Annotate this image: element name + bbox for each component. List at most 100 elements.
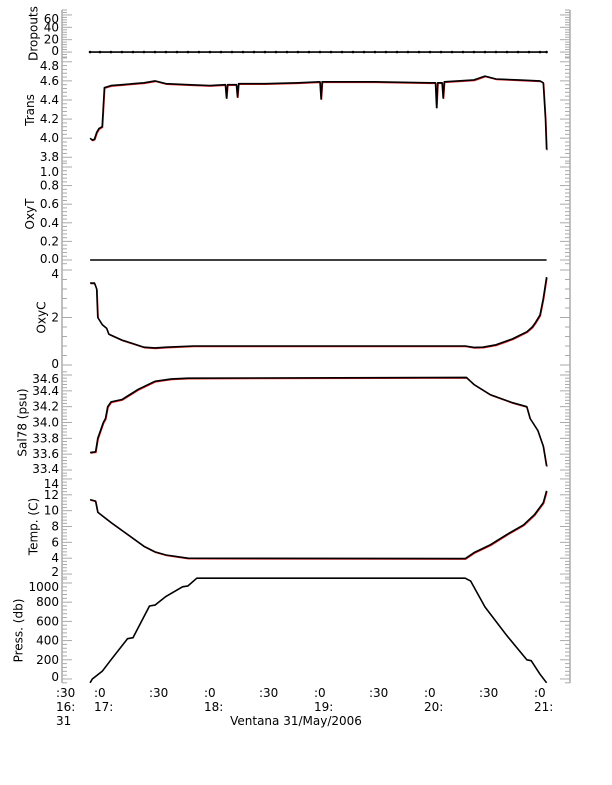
data-point [318, 50, 322, 54]
y-tick-label: 1000 [28, 580, 59, 594]
data-point [538, 50, 542, 54]
y-tick-label: 800 [36, 595, 59, 609]
y-tick-label: 0.2 [40, 234, 59, 248]
y-tick-label: 10 [44, 504, 59, 518]
y-tick-label: 3.8 [40, 150, 59, 164]
x-tick-label: 16: [56, 700, 75, 714]
x-tick-label: 20: [424, 700, 443, 714]
y-tick-label: 200 [36, 653, 59, 667]
y-tick-label: 14 [44, 477, 59, 491]
y-tick-label: 4.6 [40, 74, 59, 88]
x-tick-label: :0 [424, 686, 436, 700]
y-tick-label: 600 [36, 614, 59, 628]
y-axis-title-sal78: Sal78 (psu) [15, 388, 29, 456]
y-tick-label: 20 [44, 33, 59, 47]
y-tick-label: 2 [51, 565, 59, 579]
y-tick-label: 2 [51, 311, 59, 325]
y-axis-title-dropouts: Dropouts [27, 6, 41, 61]
data-point [153, 50, 157, 54]
data-point [428, 50, 432, 54]
data-point [164, 50, 168, 54]
y-tick-label: 0 [51, 670, 59, 684]
x-tick-label: 18: [204, 700, 223, 714]
data-point [98, 50, 102, 54]
data-point [483, 50, 487, 54]
data-point [285, 50, 289, 54]
data-point [208, 50, 212, 54]
raw-data-line-sal78 [90, 377, 548, 467]
y-tick-label: 6 [51, 535, 59, 549]
data-point [230, 50, 234, 54]
data-point [417, 50, 421, 54]
data-point [296, 50, 300, 54]
data-point [351, 50, 355, 54]
data-point [88, 50, 92, 54]
data-point [219, 50, 223, 54]
y-tick-label: 60 [44, 12, 59, 26]
y-tick-label: 0.0 [40, 252, 59, 266]
data-point [362, 50, 366, 54]
data-line-trans [89, 75, 548, 150]
data-point [494, 50, 498, 54]
y-tick-label: 8 [51, 520, 59, 534]
y-axis-title-oxyc: OxyC [34, 301, 48, 333]
raw-data-line-temp [90, 491, 548, 560]
y-tick-label: 0.4 [40, 216, 59, 230]
x-tick-label: 31 [56, 714, 71, 728]
x-axis-title: Ventana 31/May/2006 [230, 714, 362, 728]
x-tick-label: 21: [534, 700, 553, 714]
data-point [384, 50, 388, 54]
data-point [263, 50, 267, 54]
x-tick-label: :30 [369, 686, 388, 700]
y-tick-label: 1.0 [40, 165, 59, 179]
y-axis-title-press: Press. (db) [11, 599, 25, 663]
data-point [329, 50, 333, 54]
y-tick-label: 33.4 [32, 462, 59, 476]
raw-data-line-oxyc [90, 277, 548, 350]
x-tick-label: 17: [94, 700, 113, 714]
data-point [252, 50, 256, 54]
y-tick-label: 4.2 [40, 112, 59, 126]
data-point [450, 50, 454, 54]
data-point [527, 50, 531, 54]
y-axis-title-temp: Temp. (C) [27, 498, 41, 556]
data-point [274, 50, 278, 54]
y-tick-label: 400 [36, 634, 59, 648]
y-tick-label: 4.8 [40, 59, 59, 73]
data-point [545, 50, 548, 54]
y-tick-label: 12 [44, 488, 59, 502]
data-point [175, 50, 179, 54]
y-tick-label: 40 [44, 20, 59, 34]
y-tick-label: 4 [51, 551, 59, 565]
data-point [340, 50, 344, 54]
data-point [406, 50, 410, 54]
data-point [197, 50, 201, 54]
y-axis-title-trans: Trans [23, 94, 37, 127]
data-point [505, 50, 509, 54]
data-point [439, 50, 443, 54]
x-tick-label: :0 [314, 686, 326, 700]
x-tick-label: :30 [259, 686, 278, 700]
x-tick-label: :30 [479, 686, 498, 700]
y-tick-label: 34.4 [32, 384, 59, 398]
y-tick-label: 4.4 [40, 93, 59, 107]
y-tick-label: 33.6 [32, 447, 59, 461]
data-line-sal78 [89, 376, 548, 467]
data-line-press [89, 577, 548, 684]
x-tick-label: :0 [94, 686, 106, 700]
y-tick-label: 0 [51, 44, 59, 58]
x-tick-label: :0 [204, 686, 216, 700]
data-point [131, 50, 135, 54]
data-point [142, 50, 146, 54]
data-point [472, 50, 476, 54]
y-tick-label: 34.6 [32, 372, 59, 386]
data-point [373, 50, 377, 54]
data-point [461, 50, 465, 54]
raw-data-line-trans [90, 76, 548, 151]
data-point [109, 50, 113, 54]
x-tick-label: :30 [56, 686, 75, 700]
y-axis-title-oxyt: OxyT [23, 198, 37, 230]
data-point [307, 50, 311, 54]
